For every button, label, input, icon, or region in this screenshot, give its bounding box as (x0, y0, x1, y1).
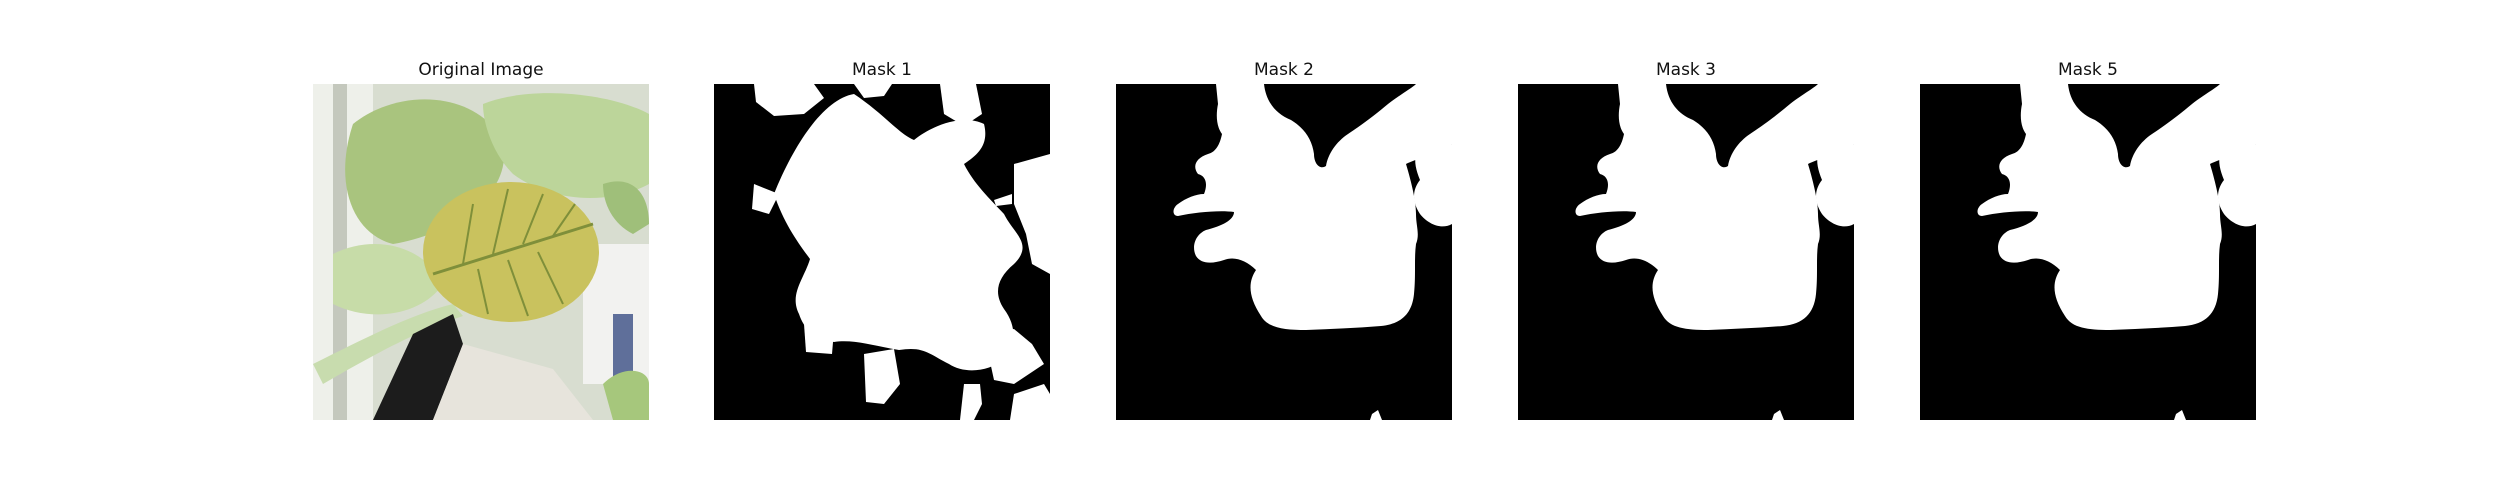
mask-1-image (714, 84, 1050, 420)
mask-3-image (1518, 84, 1854, 420)
panel-title: Mask 2 (1253, 60, 1314, 80)
panel-title: Original Image (418, 60, 544, 80)
panel-title: Mask 5 (2057, 60, 2118, 80)
original-image (313, 84, 649, 420)
mask-2-image (1116, 84, 1452, 420)
panel-title: Mask 1 (851, 60, 912, 80)
mask-5-image (1920, 84, 2256, 420)
panel-title: Mask 3 (1655, 60, 1716, 80)
